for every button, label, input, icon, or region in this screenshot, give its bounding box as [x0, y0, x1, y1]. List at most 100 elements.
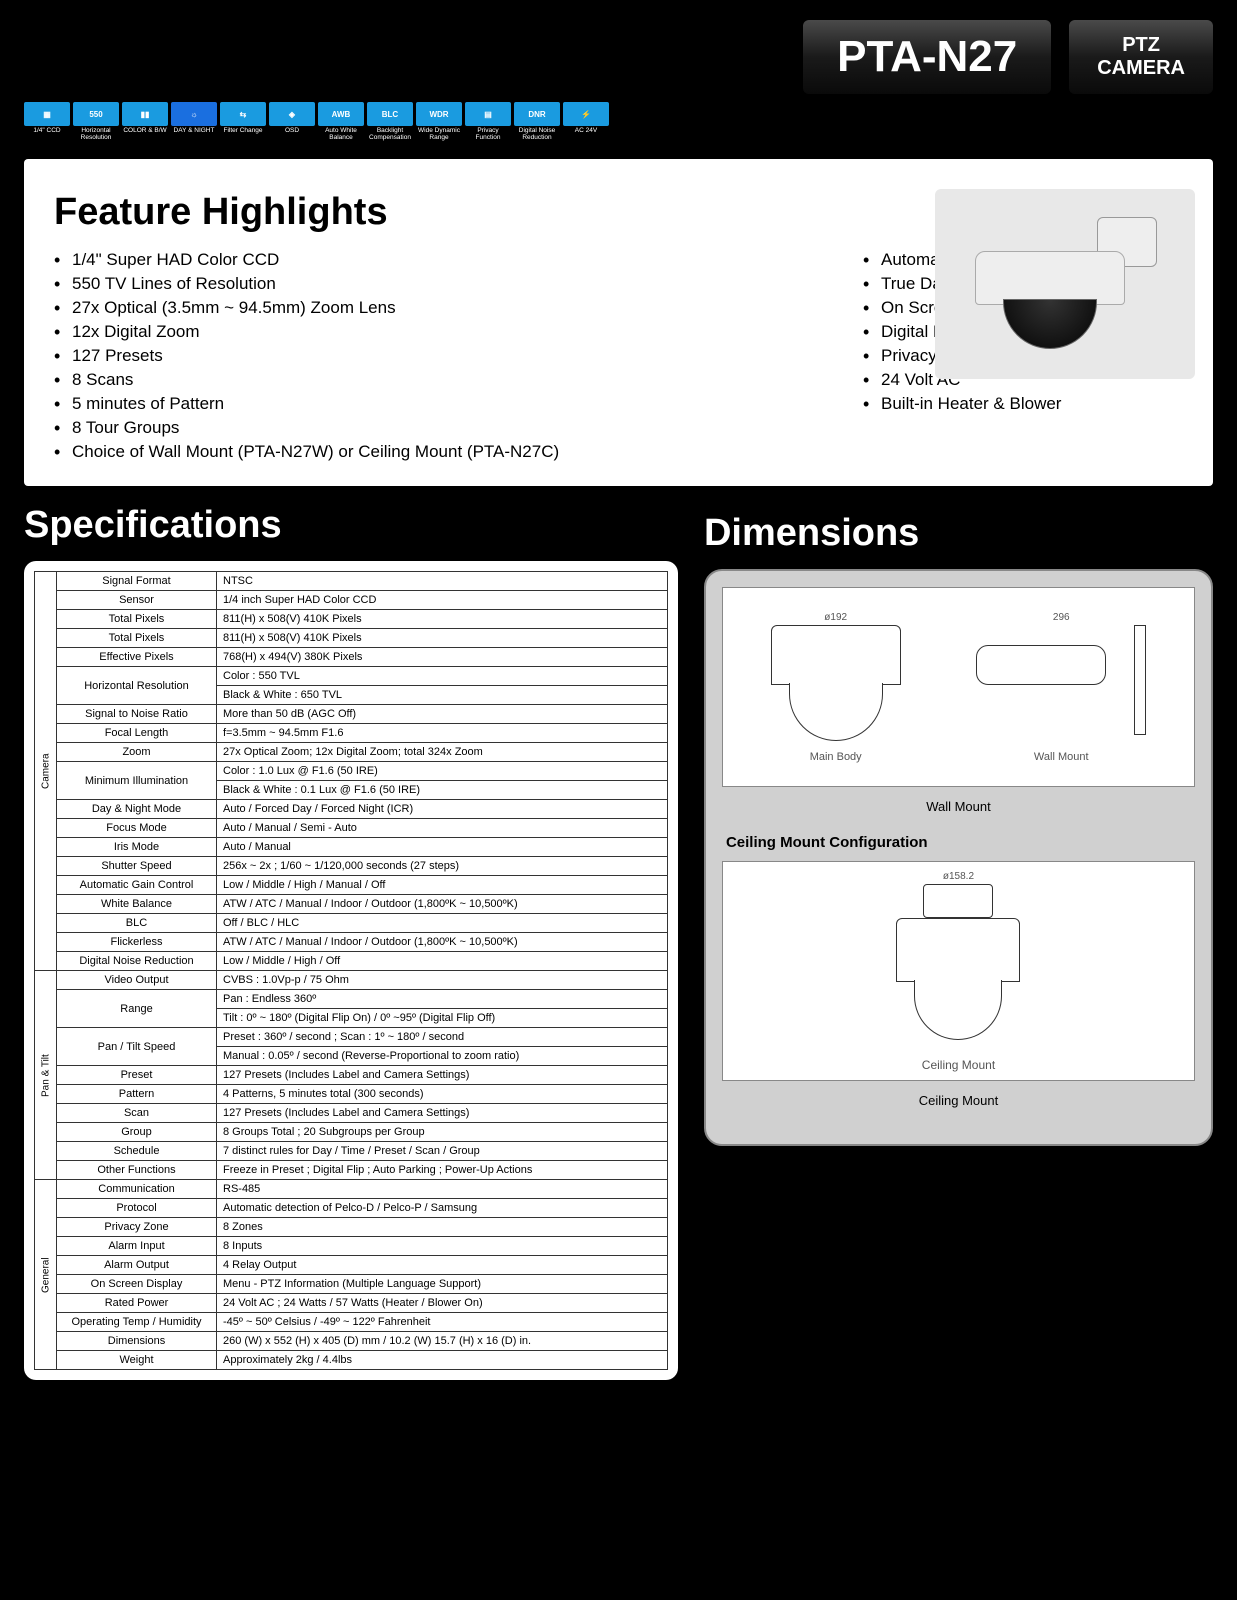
badge-label: Privacy Function — [465, 128, 511, 141]
feature-badge: ▤Privacy Function — [465, 102, 511, 141]
spec-value: 260 (W) x 552 (H) x 405 (D) mm / 10.2 (W… — [217, 1332, 668, 1351]
spec-value: Color : 550 TVL — [217, 667, 668, 686]
spec-category: Camera — [35, 572, 57, 971]
badge-label: Auto White Balance — [318, 128, 364, 141]
spec-row: Schedule7 distinct rules for Day / Time … — [35, 1142, 668, 1161]
spec-value: Black & White : 650 TVL — [217, 686, 668, 705]
spec-key: Range — [57, 990, 217, 1028]
spec-value: 811(H) x 508(V) 410K Pixels — [217, 629, 668, 648]
badge-icon: ▦ — [24, 102, 70, 126]
feature-item: 550 TV Lines of Resolution — [54, 272, 833, 296]
product-photo — [935, 189, 1195, 379]
spec-row: ProtocolAutomatic detection of Pelco-D /… — [35, 1199, 668, 1218]
spec-key: Privacy Zone — [57, 1218, 217, 1237]
spec-value: Menu - PTZ Information (Multiple Languag… — [217, 1275, 668, 1294]
spec-value: 8 Inputs — [217, 1237, 668, 1256]
spec-value: NTSC — [217, 572, 668, 591]
badge-label: Backlight Compensation — [367, 128, 413, 141]
spec-value: Approximately 2kg / 4.4lbs — [217, 1351, 668, 1370]
spec-row: Zoom27x Optical Zoom; 12x Digital Zoom; … — [35, 743, 668, 762]
spec-key: Signal to Noise Ratio — [57, 705, 217, 724]
ceiling-mount-label: Ceiling Mount — [888, 1058, 1028, 1072]
feature-item: 27x Optical (3.5mm ~ 94.5mm) Zoom Lens — [54, 296, 833, 320]
spec-row: Signal to Noise RatioMore than 50 dB (AG… — [35, 705, 668, 724]
specs-title: Specifications — [24, 504, 678, 547]
spec-row: Alarm Output4 Relay Output — [35, 1256, 668, 1275]
spec-value: Off / BLC / HLC — [217, 914, 668, 933]
spec-key: Focal Length — [57, 724, 217, 743]
ceiling-mount-figure: ø158.2 Ceiling Mount — [722, 861, 1195, 1081]
spec-value: Pan : Endless 360º — [217, 990, 668, 1009]
spec-value: ATW / ATC / Manual / Indoor / Outdoor (1… — [217, 895, 668, 914]
spec-value: ATW / ATC / Manual / Indoor / Outdoor (1… — [217, 933, 668, 952]
spec-row: Horizontal ResolutionColor : 550 TVL — [35, 667, 668, 686]
spec-value: 4 Relay Output — [217, 1256, 668, 1275]
model-name: PTA-N27 — [803, 20, 1051, 94]
ceiling-heading: Ceiling Mount Configuration — [726, 834, 1195, 851]
spec-value: 4 Patterns, 5 minutes total (300 seconds… — [217, 1085, 668, 1104]
wall-mount-label: Wall Mount — [976, 751, 1146, 763]
spec-key: Effective Pixels — [57, 648, 217, 667]
ceiling-caption: Ceiling Mount — [722, 1093, 1195, 1108]
spec-row: Total Pixels811(H) x 508(V) 410K Pixels — [35, 629, 668, 648]
badge-icon: ☼ — [171, 102, 217, 126]
spec-key: Zoom — [57, 743, 217, 762]
spec-key: Automatic Gain Control — [57, 876, 217, 895]
header: PTA-N27 PTZ CAMERA — [24, 20, 1213, 94]
badge-label: DAY & NIGHT — [174, 128, 215, 135]
spec-value: 256x ~ 2x ; 1/60 ~ 1/120,000 seconds (27… — [217, 857, 668, 876]
spec-key: BLC — [57, 914, 217, 933]
feature-item: 1/4" Super HAD Color CCD — [54, 248, 833, 272]
badge-icon: ⇆ — [220, 102, 266, 126]
spec-row: FlickerlessATW / ATC / Manual / Indoor /… — [35, 933, 668, 952]
spec-key: Pattern — [57, 1085, 217, 1104]
spec-value: More than 50 dB (AGC Off) — [217, 705, 668, 724]
dim-arm-l: 296 — [976, 612, 1146, 623]
type-line2: CAMERA — [1097, 57, 1185, 80]
spec-value: Color : 1.0 Lux @ F1.6 (50 IRE) — [217, 762, 668, 781]
spec-key: Focus Mode — [57, 819, 217, 838]
spec-value: 811(H) x 508(V) 410K Pixels — [217, 610, 668, 629]
badge-label: Horizontal Resolution — [73, 128, 119, 141]
spec-value: Low / Middle / High / Manual / Off — [217, 876, 668, 895]
spec-row: Effective Pixels768(H) x 494(V) 380K Pix… — [35, 648, 668, 667]
badge-label: AC 24V — [575, 128, 597, 135]
feature-badge: ▦ 1/4" CCD — [24, 102, 70, 141]
datasheet-page: PTA-N27 PTZ CAMERA ▦ 1/4" CCD 550Horizonta… — [0, 0, 1237, 1400]
badge-label: 1/4" CCD — [33, 128, 60, 135]
spec-row: Day & Night ModeAuto / Forced Day / Forc… — [35, 800, 668, 819]
spec-value: CVBS : 1.0Vp-p / 75 Ohm — [217, 971, 668, 990]
feature-item: 5 minutes of Pattern — [54, 392, 833, 416]
spec-key: Total Pixels — [57, 610, 217, 629]
feature-badge: DNRDigital Noise Reduction — [514, 102, 560, 141]
spec-row: On Screen DisplayMenu - PTZ Information … — [35, 1275, 668, 1294]
spec-value: 8 Groups Total ; 20 Subgroups per Group — [217, 1123, 668, 1142]
spec-value: Manual : 0.05º / second (Reverse-Proport… — [217, 1047, 668, 1066]
dim-body-w: ø192 — [771, 612, 901, 623]
spec-key: Sensor — [57, 591, 217, 610]
spec-row: Pan & TiltVideo OutputCVBS : 1.0Vp-p / 7… — [35, 971, 668, 990]
spec-key: On Screen Display — [57, 1275, 217, 1294]
spec-key: Weight — [57, 1351, 217, 1370]
spec-value: RS-485 — [217, 1180, 668, 1199]
spec-key: Dimensions — [57, 1332, 217, 1351]
dimensions-section: Dimensions ø192 Main Body 296 Wall Mount… — [704, 494, 1213, 1380]
spec-value: 127 Presets (Includes Label and Camera S… — [217, 1104, 668, 1123]
spec-key: Minimum Illumination — [57, 762, 217, 800]
spec-key: Flickerless — [57, 933, 217, 952]
feature-item: 127 Presets — [54, 344, 833, 368]
spec-key: Digital Noise Reduction — [57, 952, 217, 971]
spec-row: Operating Temp / Humidity-45º ~ 50º Cels… — [35, 1313, 668, 1332]
feature-item: Choice of Wall Mount (PTA-N27W) or Ceili… — [54, 440, 833, 464]
features-left-col: 1/4" Super HAD Color CCD550 TV Lines of … — [54, 248, 833, 464]
spec-key: Total Pixels — [57, 629, 217, 648]
spec-row: Pattern4 Patterns, 5 minutes total (300 … — [35, 1085, 668, 1104]
feature-badge: 550Horizontal Resolution — [73, 102, 119, 141]
spec-row: Focal Lengthf=3.5mm ~ 94.5mm F1.6 — [35, 724, 668, 743]
main-body-label: Main Body — [771, 751, 901, 763]
feature-item: 8 Scans — [54, 368, 833, 392]
spec-row: BLCOff / BLC / HLC — [35, 914, 668, 933]
spec-value: f=3.5mm ~ 94.5mm F1.6 — [217, 724, 668, 743]
badge-icon: WDR — [416, 102, 462, 126]
spec-row: Dimensions260 (W) x 552 (H) x 405 (D) mm… — [35, 1332, 668, 1351]
